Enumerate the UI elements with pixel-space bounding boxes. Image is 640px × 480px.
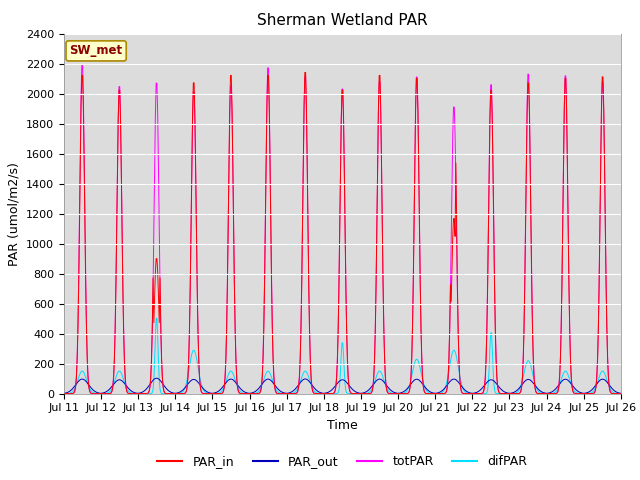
totPAR [128, 391, 136, 396]
PAR_in [428, 391, 436, 396]
Title: Sherman Wetland PAR: Sherman Wetland PAR [257, 13, 428, 28]
totPAR [412, 105, 419, 111]
PAR_in [128, 391, 136, 396]
totPAR [215, 391, 223, 396]
PAR_out [97, 390, 105, 396]
PAR_in [185, 358, 193, 364]
PAR_in [97, 391, 105, 396]
totPAR [186, 326, 193, 332]
PAR_out [412, 377, 419, 383]
PAR_out [70, 384, 78, 390]
Line: totPAR: totPAR [64, 64, 621, 394]
totPAR [70, 390, 78, 396]
difPAR [60, 391, 68, 396]
difPAR [617, 391, 625, 396]
Line: PAR_in: PAR_in [64, 72, 621, 394]
difPAR [153, 315, 161, 321]
totPAR [134, 391, 142, 396]
Line: PAR_out: PAR_out [64, 378, 621, 393]
difPAR [185, 368, 193, 374]
totPAR [78, 61, 86, 67]
difPAR [70, 387, 78, 393]
PAR_out [60, 390, 68, 396]
PAR_in [70, 390, 78, 396]
PAR_in [60, 391, 68, 396]
Y-axis label: PAR (umol/m2/s): PAR (umol/m2/s) [8, 162, 20, 265]
PAR_out [428, 390, 436, 396]
PAR_out [128, 389, 136, 395]
difPAR [321, 391, 328, 396]
totPAR [428, 391, 436, 396]
Line: difPAR: difPAR [64, 318, 621, 394]
difPAR [428, 391, 436, 396]
PAR_in [412, 108, 419, 113]
difPAR [214, 390, 222, 396]
PAR_in [302, 70, 310, 75]
PAR_in [617, 391, 625, 396]
totPAR [617, 391, 625, 396]
PAR_out [186, 379, 193, 385]
PAR_in [214, 391, 222, 396]
PAR_out [215, 388, 223, 394]
PAR_out [617, 390, 625, 396]
Text: SW_met: SW_met [70, 44, 123, 58]
PAR_out [152, 375, 160, 381]
Legend: PAR_in, PAR_out, totPAR, difPAR: PAR_in, PAR_out, totPAR, difPAR [152, 450, 532, 473]
X-axis label: Time: Time [327, 419, 358, 432]
difPAR [127, 390, 135, 396]
totPAR [60, 391, 68, 396]
difPAR [412, 358, 419, 363]
